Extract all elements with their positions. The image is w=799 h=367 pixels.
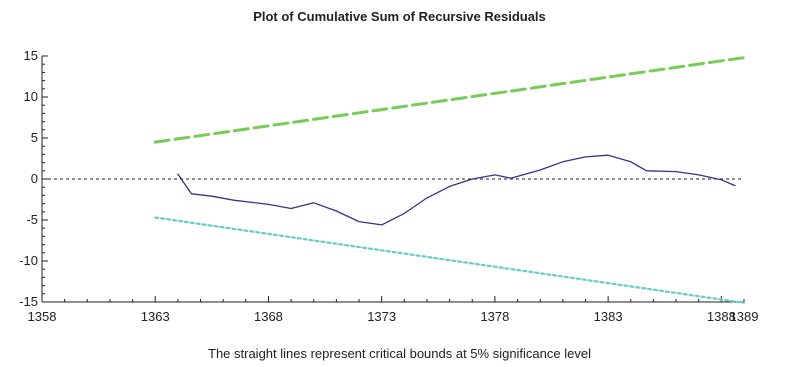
x-tick-label: 1383 (594, 309, 623, 324)
y-tick-label: 10 (24, 89, 38, 104)
series-lower-bound (154, 216, 746, 304)
x-tick-label: 1389 (730, 309, 759, 324)
y-tick-label: -10 (19, 253, 38, 268)
x-tick-label: 1378 (480, 309, 509, 324)
y-tick-label: 5 (31, 130, 38, 145)
y-tick-label: -5 (26, 212, 38, 227)
chart-title: Plot of Cumulative Sum of Recursive Resi… (253, 9, 546, 24)
x-tick-label: 1358 (28, 309, 57, 324)
x-tick-label: 1363 (141, 309, 170, 324)
y-tick-label: 0 (31, 171, 38, 186)
y-tick-label: -15 (19, 294, 38, 309)
series-layer (153, 56, 746, 304)
series-cusum (177, 154, 736, 226)
x-tick-label: 1368 (254, 309, 283, 324)
x-tick-label: 1373 (367, 309, 396, 324)
axes (41, 55, 745, 303)
chart-caption: The straight lines represent critical bo… (208, 346, 591, 361)
x-tick-label: 1388 (707, 309, 736, 324)
y-tick-label: 15 (24, 48, 38, 63)
series-upper-bound (153, 56, 746, 144)
